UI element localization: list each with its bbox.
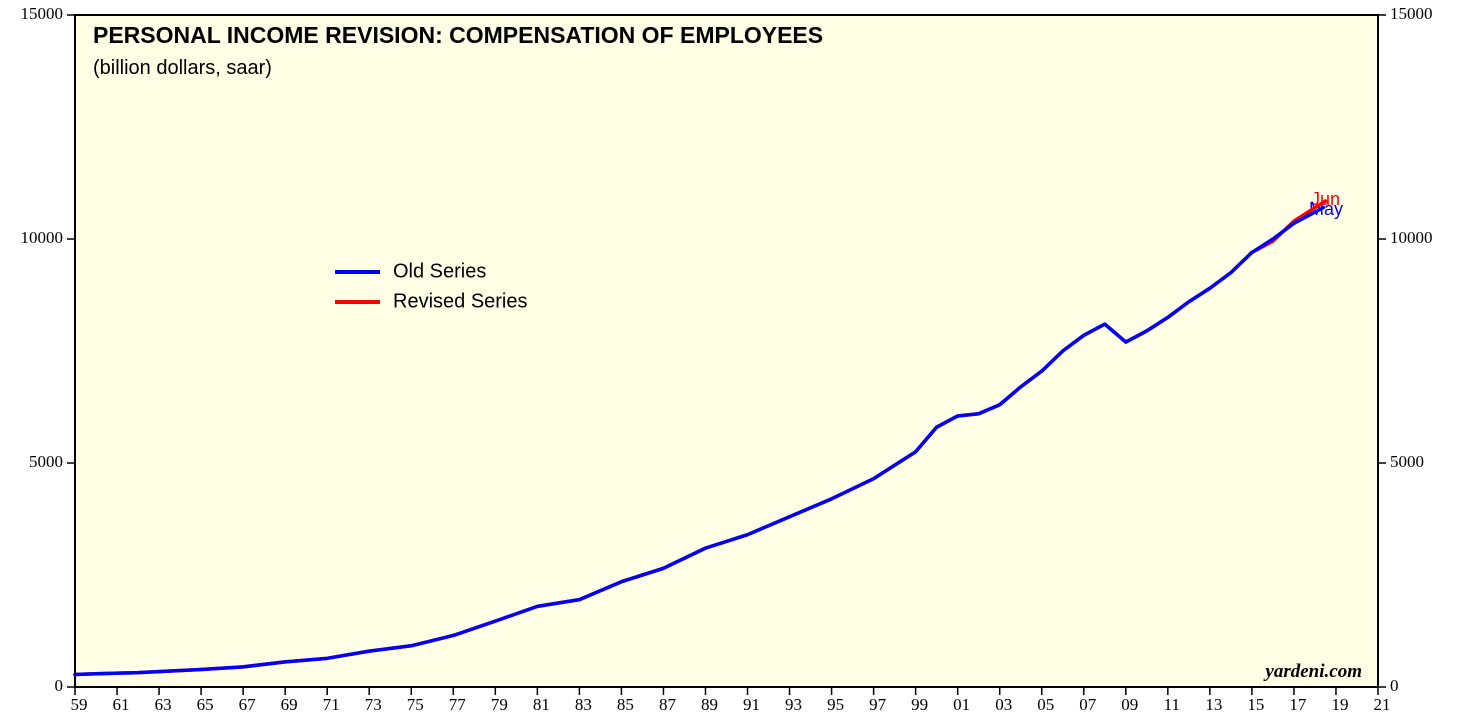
y2-tick-label: 10000: [1390, 228, 1433, 247]
x-tick-label: 75: [407, 695, 424, 714]
y2-tick-label: 5000: [1390, 452, 1424, 471]
chart-title: PERSONAL INCOME REVISION: COMPENSATION O…: [93, 22, 823, 48]
x-tick-label: 83: [575, 695, 592, 714]
x-tick-label: 59: [71, 695, 88, 714]
x-tick-label: 09: [1121, 695, 1138, 714]
x-tick-label: 81: [533, 695, 550, 714]
x-tick-label: 87: [659, 695, 677, 714]
x-tick-label: 19: [1331, 695, 1348, 714]
y-tick-label: 15000: [21, 4, 64, 23]
x-tick-label: 63: [155, 695, 172, 714]
y-tick-label: 0: [55, 676, 64, 695]
annotation: May: [1309, 199, 1343, 219]
series-line: [73, 205, 1326, 677]
x-tick-label: 99: [911, 695, 928, 714]
x-tick-label: 67: [239, 695, 257, 714]
x-tick-label: 77: [449, 695, 467, 714]
x-tick-label: 03: [995, 695, 1012, 714]
x-tick-label: 21: [1374, 695, 1391, 714]
x-tick-label: 93: [785, 695, 802, 714]
x-tick-label: 95: [827, 695, 844, 714]
x-tick-label: 65: [197, 695, 214, 714]
x-tick-label: 05: [1037, 695, 1054, 714]
x-tick-label: 15: [1247, 695, 1264, 714]
y2-tick-label: 15000: [1390, 4, 1433, 23]
x-tick-label: 11: [1164, 695, 1180, 714]
y2-tick-label: 0: [1390, 676, 1399, 695]
watermark: yardeni.com: [1263, 661, 1362, 682]
plot-area: [74, 14, 1379, 688]
x-tick-label: 01: [953, 695, 970, 714]
x-tick-label: 97: [869, 695, 887, 714]
x-tick-label: 17: [1289, 695, 1307, 714]
x-tick-label: 71: [323, 695, 340, 714]
x-tick-label: 13: [1205, 695, 1222, 714]
x-tick-label: 79: [491, 695, 508, 714]
x-tick-label: 89: [701, 695, 718, 714]
x-tick-label: 61: [113, 695, 130, 714]
y-tick-label: 5000: [29, 452, 63, 471]
x-tick-label: 73: [365, 695, 382, 714]
x-tick-label: 91: [743, 695, 760, 714]
legend-label: Old Series: [393, 260, 486, 282]
x-tick-label: 69: [281, 695, 298, 714]
legend-label: Revised Series: [393, 290, 528, 312]
x-tick-label: 07: [1079, 695, 1097, 714]
x-tick-label: 85: [617, 695, 634, 714]
y-tick-label: 10000: [21, 228, 64, 247]
chart-subtitle: (billion dollars, saar): [93, 57, 272, 79]
